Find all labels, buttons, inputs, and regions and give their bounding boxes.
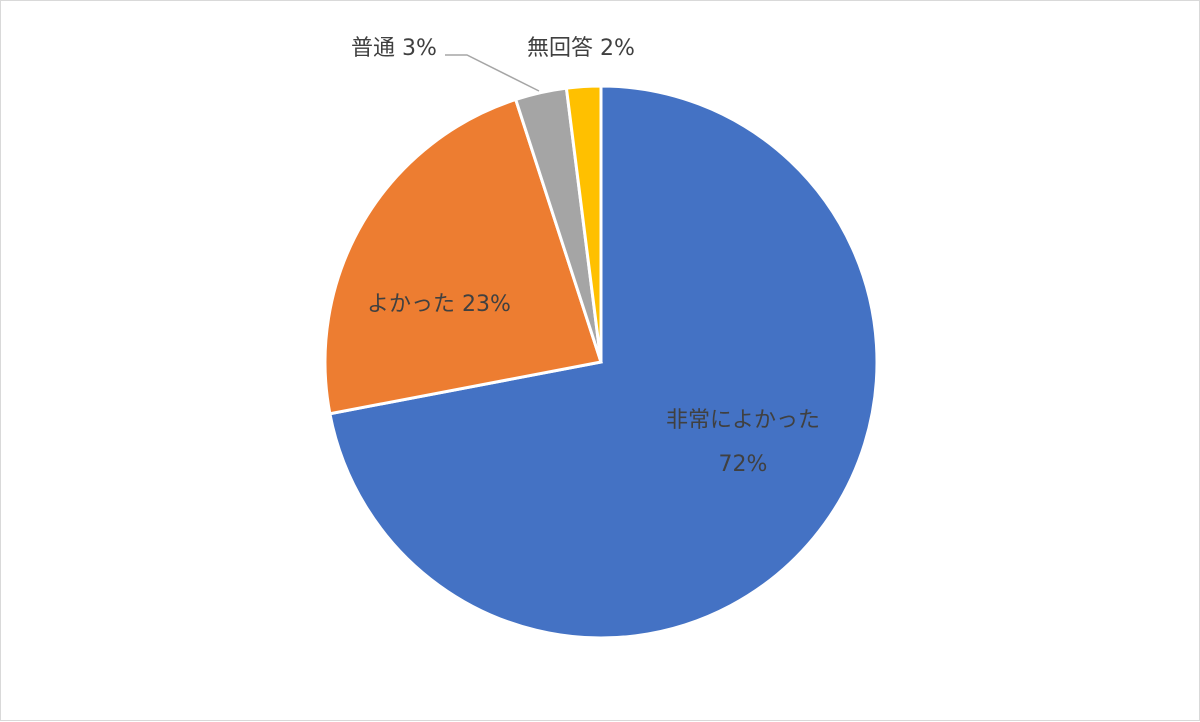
leader-line (445, 54, 540, 92)
slice-data-label: よかった 23% (367, 292, 511, 317)
pie-slice (328, 84, 879, 640)
slice-data-label: 無回答 2% (527, 36, 635, 61)
slice-data-label: 非常によかった 72% (666, 408, 820, 477)
pie-slices (323, 84, 879, 640)
pie-slice (564, 84, 603, 363)
data-labels: 非常によかった 72% よかった 23% 普通 3% 無回答 2% (351, 36, 820, 477)
pie-slice (323, 97, 603, 416)
slice-data-label: 普通 3% (351, 36, 437, 61)
leader-lines (445, 54, 540, 92)
